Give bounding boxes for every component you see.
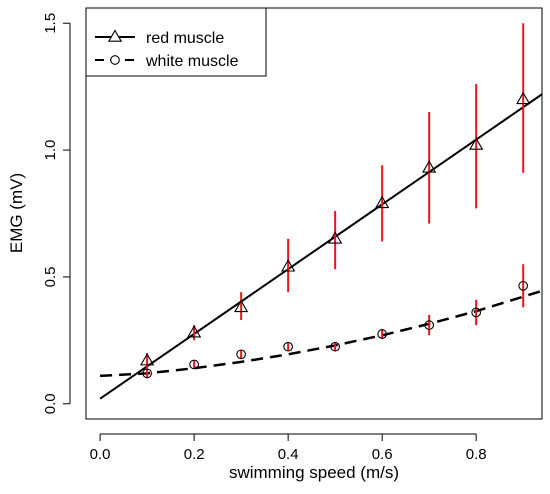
error-bars-group xyxy=(146,23,525,379)
red-muscle-point xyxy=(281,259,296,272)
x-tick-label: 0.6 xyxy=(372,446,393,463)
red-muscle-point xyxy=(375,195,390,209)
white-muscle-point xyxy=(471,307,482,318)
y-tick-label: 1.0 xyxy=(42,140,59,161)
white-muscle-point xyxy=(142,368,152,379)
fit-lines-group xyxy=(99,93,543,400)
x-tick-label: 0.0 xyxy=(90,446,111,463)
red-muscle-point xyxy=(186,325,202,338)
y-tick-label: 0.0 xyxy=(42,393,59,414)
red-muscle-point xyxy=(328,231,343,244)
y-tick-label: 0.5 xyxy=(42,266,59,287)
white-muscle-legend-marker xyxy=(110,55,120,65)
x-tick-label: 0.8 xyxy=(466,446,487,463)
white-muscle-point xyxy=(424,320,435,330)
white-muscle-point xyxy=(283,341,293,352)
white-muscle-point xyxy=(377,329,388,339)
red-muscle-legend-label: red muscle xyxy=(146,30,224,47)
y-axis: 0.0 0.5 1.0 1.5 xyxy=(42,13,71,414)
white-muscle-fit-line xyxy=(100,289,543,378)
red-muscle-fit-line xyxy=(99,93,543,400)
data-markers-group xyxy=(139,91,531,379)
red-muscle-point xyxy=(469,137,484,150)
white-muscle-point xyxy=(236,349,246,360)
y-axis-label: EMG (mV) xyxy=(7,173,26,253)
white-muscle-legend-label: white muscle xyxy=(145,53,239,70)
x-axis: 0.0 0.2 0.4 0.6 0.8 xyxy=(90,433,487,463)
x-tick-label: 0.2 xyxy=(184,446,205,463)
red-muscle-point xyxy=(516,91,531,105)
legend: red muscle white muscle xyxy=(85,7,267,77)
red-muscle-legend-marker xyxy=(107,29,123,42)
white-muscle-point xyxy=(189,359,199,370)
red-muscle-point xyxy=(139,353,155,366)
white-muscle-point xyxy=(518,280,529,291)
x-axis-label: swimming speed (m/s) xyxy=(229,463,399,482)
y-tick-label: 1.5 xyxy=(42,13,59,34)
red-muscle-point xyxy=(422,160,437,173)
x-tick-label: 0.4 xyxy=(278,446,299,463)
white-muscle-point xyxy=(330,341,341,352)
plot-area-frame xyxy=(85,7,543,420)
red-muscle-point xyxy=(234,299,249,313)
